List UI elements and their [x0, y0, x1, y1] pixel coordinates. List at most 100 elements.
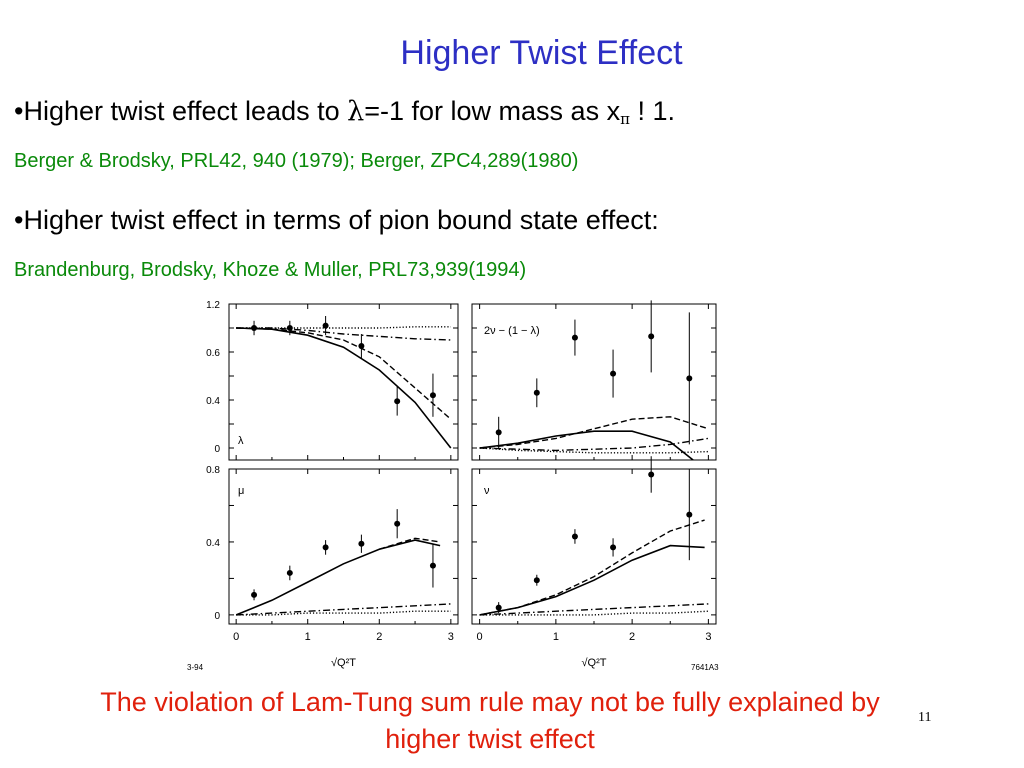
data-marker [533, 577, 540, 584]
data-point [571, 319, 578, 356]
data-marker [571, 533, 578, 540]
data-marker [648, 333, 655, 340]
x-tick-label: 1 [305, 631, 311, 643]
reference-brandenburg: Brandenburg, Brodsky, Khoze & Muller, PR… [14, 259, 527, 281]
figure-corner-left: 3-94 [187, 663, 204, 672]
curve-dotted [236, 326, 451, 329]
data-point [533, 378, 540, 408]
y-tick-label: 0 [214, 611, 220, 622]
data-marker [686, 375, 693, 382]
panel-lambda: λ [228, 303, 459, 461]
figure-corner-right: 7641A3 [691, 663, 719, 672]
data-marker [358, 343, 365, 349]
bullet-pion-bound-state: •Higher twist effect in terms of pion bo… [14, 205, 659, 236]
panel-label-nu: ν [484, 485, 490, 497]
y-tick-label: 0.6 [206, 348, 220, 359]
x-tick-label: 2 [376, 631, 382, 643]
curve-dashed [236, 327, 452, 420]
data-marker [610, 544, 617, 551]
panel-frame [228, 468, 459, 625]
data-point [394, 509, 401, 539]
panel-sumrule: 2ν − (1 − λ) [471, 300, 717, 461]
data-point [533, 574, 540, 586]
data-point [686, 312, 693, 445]
bullet-text-b: =-1 for low mass as x [364, 96, 621, 126]
data-point [251, 589, 258, 601]
data-point [429, 543, 436, 588]
lambda-symbol: λ [347, 96, 365, 127]
data-point [610, 538, 617, 557]
data-marker [251, 591, 258, 598]
figure-svg: 3-94 7641A3 λ 2ν − (1 − λ) μ ν 1.2 0.6 0.4 0 0.8… [187, 300, 719, 672]
x-tick-label: 0 [477, 631, 483, 643]
panel-nu: ν [471, 456, 717, 625]
curve-solid [479, 544, 705, 616]
conclusion-text: The violation of Lam-Tung sum rule may n… [100, 687, 880, 754]
panel-curves [236, 326, 452, 449]
data-marker [394, 520, 401, 527]
data-marker [648, 471, 655, 478]
data-marker [322, 544, 329, 551]
data-point [495, 602, 502, 614]
panel-curves [479, 519, 709, 616]
bullet-marker: • [14, 205, 24, 235]
data-point [686, 469, 693, 561]
data-marker [495, 429, 502, 436]
bullet-marker: • [14, 96, 24, 126]
pi-subscript: π [620, 110, 630, 128]
data-point [394, 386, 401, 416]
data-point [429, 373, 436, 417]
curve-dashdot [236, 603, 451, 616]
panel-curves [235, 537, 451, 616]
y-tick-label: 0 [214, 444, 220, 455]
data-point [322, 540, 329, 555]
bullet-higher-twist: •Higher twist effect leads to λ=-1 for l… [14, 96, 675, 128]
data-point [358, 334, 365, 358]
curve-dashed [479, 416, 709, 449]
x-axis-label: √Q²T [582, 657, 607, 669]
data-point [571, 529, 578, 544]
x-tick-label: 2 [629, 631, 635, 643]
data-marker [251, 325, 258, 331]
panel-label-mu: μ [238, 485, 244, 497]
angular-coefficients-figure: 3-94 7641A3 λ 2ν − (1 − λ) μ ν 1.2 0.6 0.4 0 0.8… [186, 294, 734, 680]
curve-solid [236, 327, 452, 449]
y-tick-label: 0.4 [206, 396, 220, 407]
data-point [251, 320, 258, 336]
panel-label-sumrule: 2ν − (1 − λ) [484, 325, 540, 337]
data-point [648, 456, 655, 493]
curve-dashdot [479, 437, 709, 452]
data-point [286, 565, 293, 581]
y-tick-label: 1.2 [206, 300, 220, 311]
data-point [610, 349, 617, 398]
data-marker [358, 540, 365, 547]
x-axis-label: √Q²T [331, 657, 356, 669]
data-point [322, 316, 329, 336]
curve-dashdot [479, 603, 709, 616]
data-marker [610, 370, 617, 377]
data-marker [322, 322, 329, 329]
curve-dashed [379, 537, 441, 550]
bullet-text: Higher twist effect in terms of pion bou… [23, 205, 659, 235]
curve-solid [479, 430, 694, 460]
data-marker [571, 334, 578, 341]
bullet-text-c: ! 1. [629, 96, 675, 126]
data-marker [686, 511, 693, 518]
data-marker [286, 569, 293, 576]
x-tick-label: 3 [705, 631, 711, 643]
data-point [358, 534, 365, 553]
y-tick-label: 0.8 [206, 465, 220, 476]
x-tick-label: 1 [553, 631, 559, 643]
page-number: 11 [918, 710, 932, 725]
data-marker [533, 389, 540, 396]
bullet-text-a: Higher twist effect leads to [23, 96, 348, 126]
x-tick-label: 3 [448, 631, 454, 643]
curve-dashed [479, 519, 705, 616]
data-point [648, 300, 655, 373]
reference-berger-brodsky: Berger & Brodsky, PRL42, 940 (1979); Ber… [14, 150, 579, 172]
data-marker [429, 562, 436, 569]
data-marker [286, 325, 293, 331]
x-tick-label: 0 [233, 631, 239, 643]
curve-solid [235, 539, 441, 616]
panel-mu: μ [228, 468, 459, 625]
